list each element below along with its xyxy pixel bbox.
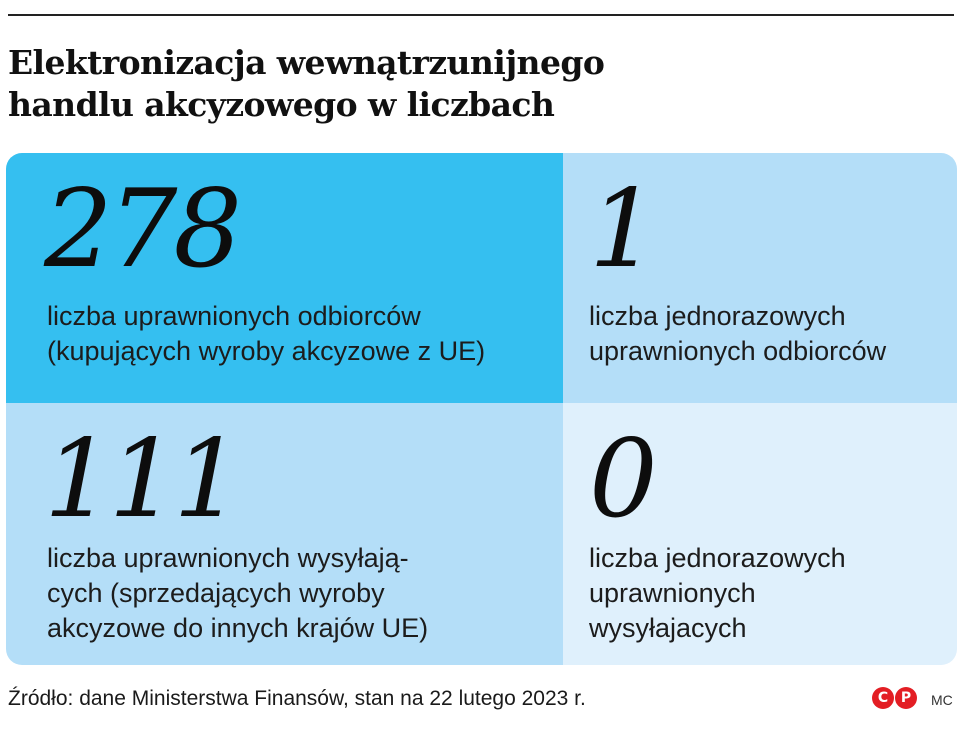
- stat-cell-one-time-receivers: 1 liczba jednorazowych uprawnionych odbi…: [563, 153, 957, 403]
- stat-description-line: cych (sprzedających wyroby: [47, 578, 385, 608]
- stat-value: 278: [44, 167, 242, 292]
- title-line-2: handlu akcyzowego w liczbach: [8, 85, 555, 124]
- page-title: Elektronizacja wewnątrzunijnego handlu a…: [8, 42, 948, 126]
- stat-description-line: liczba jednorazowych: [589, 543, 846, 573]
- stat-value: 111: [44, 417, 242, 542]
- stat-description-line: wysyłajacych: [589, 613, 747, 643]
- stat-description-line: liczba uprawnionych odbiorców: [47, 301, 421, 331]
- stat-description: liczba uprawnionych odbiorców (kupującyc…: [47, 299, 485, 369]
- stat-description: liczba jednorazowych uprawnionych wysyła…: [589, 541, 846, 646]
- stat-description-line: liczba uprawnionych wysyłają-: [47, 543, 409, 573]
- stat-cell-authorized-senders: 111 liczba uprawnionych wysyłają- cych (…: [6, 403, 563, 665]
- stat-description-line: akcyzowe do innych krajów UE): [47, 613, 429, 643]
- source-note: Źródło: dane Ministerstwa Finansów, stan…: [8, 687, 586, 710]
- stat-description-line: (kupujących wyroby akcyzowe z UE): [47, 336, 486, 366]
- copyright-c-icon: C: [872, 687, 894, 709]
- stat-cell-authorized-receivers: 278 liczba uprawnionych odbiorców (kupuj…: [6, 153, 563, 403]
- title-line-1: Elektronizacja wewnątrzunijnego: [8, 43, 605, 82]
- stat-description: liczba jednorazowych uprawnionych odbior…: [589, 299, 886, 369]
- copyright-p-icon: P: [895, 687, 917, 709]
- author-initials: MC: [931, 692, 953, 708]
- stat-description-line: uprawnionych odbiorców: [589, 336, 887, 366]
- stat-description: liczba uprawnionych wysyłają- cych (sprz…: [47, 541, 428, 646]
- stat-value: 1: [589, 167, 658, 292]
- stat-description-line: liczba jednorazowych: [589, 301, 846, 331]
- stat-description-line: uprawnionych: [589, 578, 756, 608]
- top-rule: [8, 14, 954, 16]
- stat-cell-one-time-senders: 0 liczba jednorazowych uprawnionych wysy…: [563, 403, 957, 665]
- stat-value: 0: [589, 417, 658, 542]
- stats-grid: 278 liczba uprawnionych odbiorców (kupuj…: [6, 153, 957, 665]
